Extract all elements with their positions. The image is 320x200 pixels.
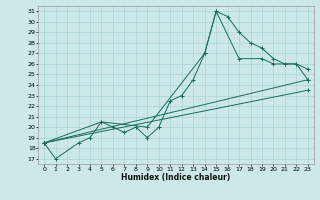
- X-axis label: Humidex (Indice chaleur): Humidex (Indice chaleur): [121, 173, 231, 182]
